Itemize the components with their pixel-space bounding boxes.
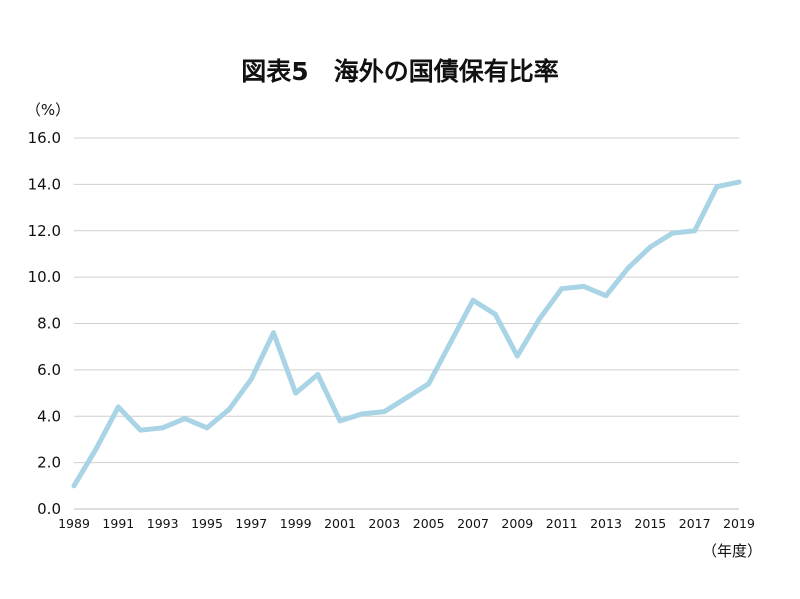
x-tick-label: 1997 <box>235 516 267 531</box>
x-tick-label: 2001 <box>324 516 356 531</box>
x-tick-label: 2009 <box>501 516 533 531</box>
data-point <box>271 330 276 336</box>
data-point <box>426 381 432 387</box>
x-tick-label: 1991 <box>102 516 134 531</box>
y-tick-label: 12.0 <box>28 222 61 240</box>
data-point <box>337 418 343 424</box>
data-point <box>204 425 210 431</box>
gridlines <box>74 137 739 510</box>
y-tick-label: 0.0 <box>37 500 61 518</box>
data-point <box>182 416 188 422</box>
data-point <box>248 376 254 382</box>
series-layer <box>71 179 742 489</box>
y-tick-label: 2.0 <box>37 454 61 472</box>
y-tick-label: 16.0 <box>28 129 61 147</box>
x-tick-label: 2015 <box>634 516 666 531</box>
data-point <box>647 244 653 250</box>
data-point <box>293 390 299 396</box>
x-tick-label: 2011 <box>546 516 578 531</box>
data-point <box>736 179 742 185</box>
data-point <box>470 297 476 303</box>
data-point <box>381 409 387 415</box>
x-tick-label: 2013 <box>590 516 622 531</box>
series-line <box>71 179 740 488</box>
x-tick-label: 2003 <box>368 516 400 531</box>
y-axis-ticks: 0.0 2.0 4.0 6.0 8.0 10.0 12.0 14.0 16.0 <box>28 129 61 518</box>
chart-title: 図表5 海外の国債保有比率 <box>241 57 558 86</box>
x-tick-label: 1993 <box>147 516 179 531</box>
data-point <box>603 293 609 299</box>
data-point <box>359 411 365 417</box>
y-tick-label: 8.0 <box>37 315 61 333</box>
data-point <box>692 228 698 234</box>
data-point <box>138 427 143 433</box>
x-tick-label: 1999 <box>280 516 312 531</box>
x-tick-label: 2007 <box>457 516 489 531</box>
x-tick-label: 2017 <box>679 516 711 531</box>
data-point <box>448 339 454 345</box>
x-tick-label: 1995 <box>191 516 223 531</box>
data-point <box>160 425 166 431</box>
data-point <box>93 446 99 452</box>
data-point <box>625 265 631 271</box>
data-point <box>514 353 520 359</box>
data-point <box>404 395 409 401</box>
x-axis-ticks: 1989 1991 1993 1995 1997 1999 2001 2003 2005 2007… <box>58 516 755 531</box>
data-point <box>226 406 232 412</box>
data-point <box>71 483 77 489</box>
x-axis-unit-label: （年度） <box>702 542 762 560</box>
data-point <box>559 286 565 292</box>
y-tick-label: 10.0 <box>28 268 61 286</box>
x-tick-label: 2019 <box>723 516 755 531</box>
y-tick-label: 6.0 <box>37 361 61 379</box>
x-tick-label: 2005 <box>413 516 445 531</box>
data-point <box>492 311 498 317</box>
y-axis-unit-label: （%） <box>26 101 70 119</box>
data-point <box>714 184 720 190</box>
y-tick-label: 4.0 <box>37 407 61 425</box>
data-point <box>581 283 587 289</box>
data-point <box>537 316 542 322</box>
data-point <box>670 230 675 236</box>
data-point <box>115 404 121 410</box>
y-tick-label: 14.0 <box>28 175 61 193</box>
x-tick-label: 1989 <box>58 516 90 531</box>
data-point <box>315 372 321 378</box>
